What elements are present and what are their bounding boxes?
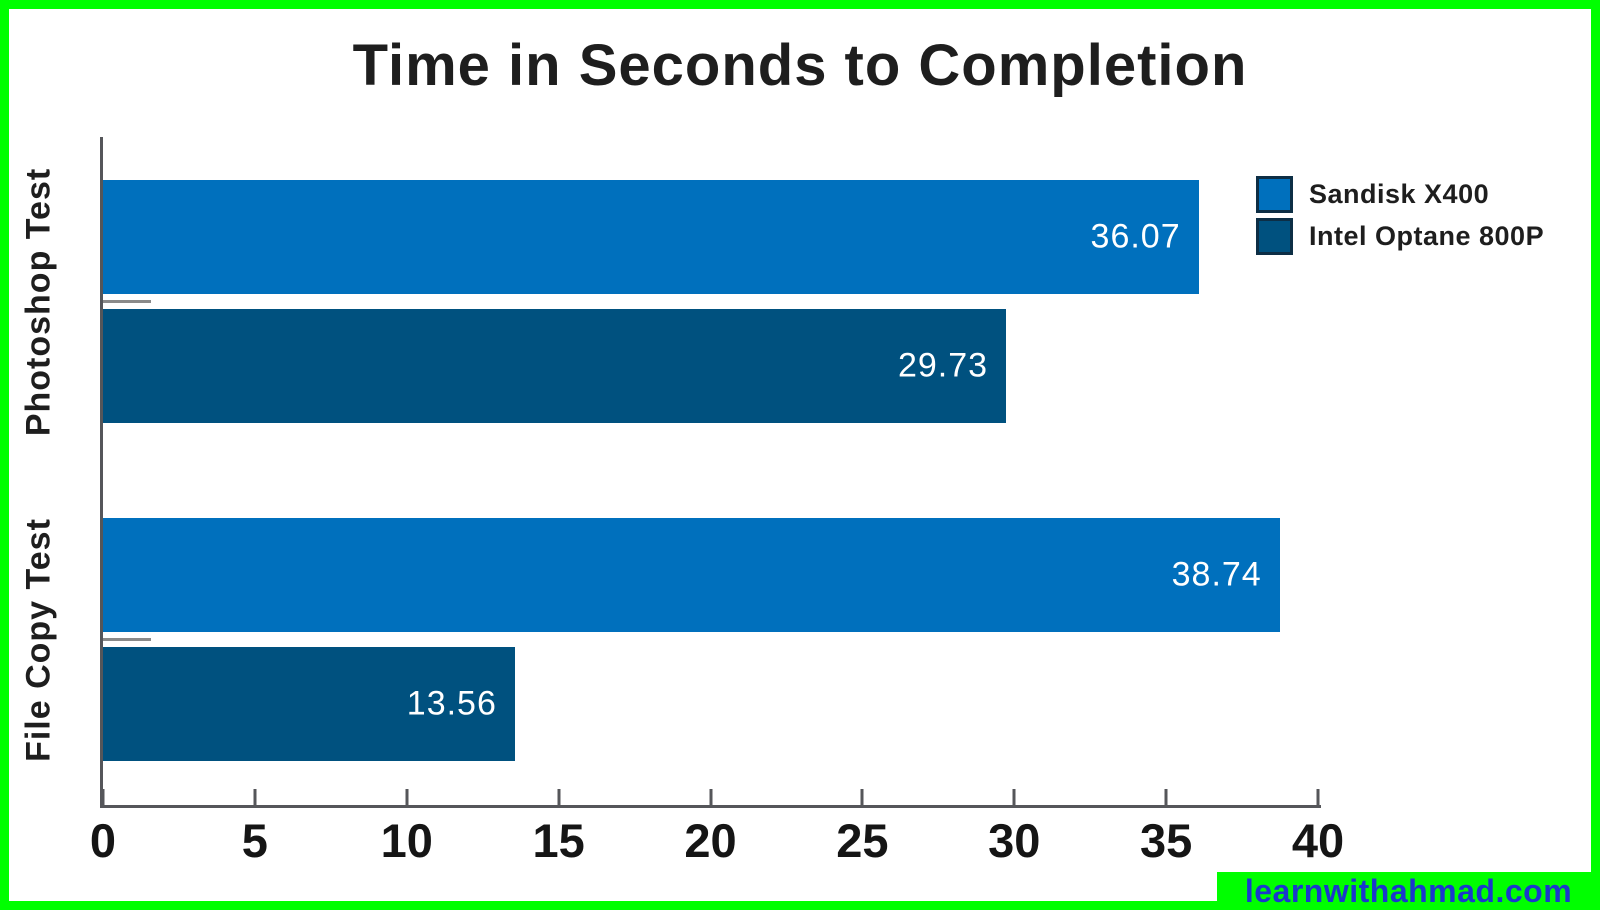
x-tick-mark-10 (405, 789, 409, 805)
legend-item-intel-optane-800p: Intel Optane 800P (1256, 218, 1544, 255)
legend-swatch-intel-optane-800p (1256, 218, 1293, 255)
watermark: learnwithahmad.com (1217, 872, 1600, 910)
x-tick-label-40: 40 (1291, 814, 1345, 867)
x-tick-label-35: 35 (1139, 814, 1193, 867)
x-tick-label-15: 15 (532, 814, 585, 867)
x-tick-label-0: 0 (89, 814, 117, 867)
x-tick-mark-15 (557, 789, 561, 805)
legend-swatch-sandisk-x400 (1256, 176, 1293, 213)
x-axis-line (100, 805, 1321, 808)
bar-value-label: 38.74 (1171, 555, 1262, 594)
x-tick-label-5: 5 (241, 814, 268, 867)
legend-label-sandisk-x400: Sandisk X400 (1309, 179, 1490, 209)
category-label-file-copy-test: File Copy Test (19, 517, 58, 762)
plot-area: 36.07 29.73 38.74 13.56 Photoshop Test File … (20, 137, 1344, 867)
x-tick-label-25: 25 (836, 814, 889, 867)
x-tick-mark-40 (1316, 789, 1320, 805)
x-tick-mark-5 (253, 789, 257, 805)
y-axis-line (100, 137, 103, 808)
legend: Sandisk X400 Intel Optane 800P (1256, 176, 1544, 260)
watermark-text: learnwithahmad.com (1244, 872, 1573, 909)
x-tick-mark-30 (1012, 789, 1016, 805)
x-tick-mark-20 (709, 789, 712, 805)
bar-photoshop-test-sandisk-x400: 36.07 (103, 180, 1199, 294)
x-tick-mark-0 (101, 789, 105, 805)
bar-photoshop-test-intel-optane-800p: 29.73 (103, 309, 1007, 423)
chart-title: Time in Seconds to Completion (352, 33, 1248, 98)
legend-item-sandisk-x400: Sandisk X400 (1256, 176, 1544, 213)
x-tick-label-20: 20 (684, 814, 737, 867)
bar-file-copy-test-intel-optane-800p: 13.56 (103, 647, 515, 761)
bar-value-label: 36.07 (1090, 217, 1181, 256)
bar-file-copy-test-sandisk-x400: 38.74 (103, 518, 1280, 632)
x-tick-mark-25 (860, 789, 864, 805)
category-label-photoshop-test: Photoshop Test (19, 167, 58, 436)
bar-value-label: 13.56 (406, 684, 497, 723)
x-tick-label-30: 30 (988, 814, 1041, 867)
category-tick-photoshop-test (103, 300, 151, 303)
category-tick-file-copy-test (103, 638, 151, 641)
bar-value-label: 29.73 (897, 346, 989, 385)
x-tick-label-10: 10 (380, 814, 433, 867)
legend-label-intel-optane-800p: Intel Optane 800P (1309, 221, 1545, 251)
x-tick-mark-35 (1164, 789, 1168, 805)
